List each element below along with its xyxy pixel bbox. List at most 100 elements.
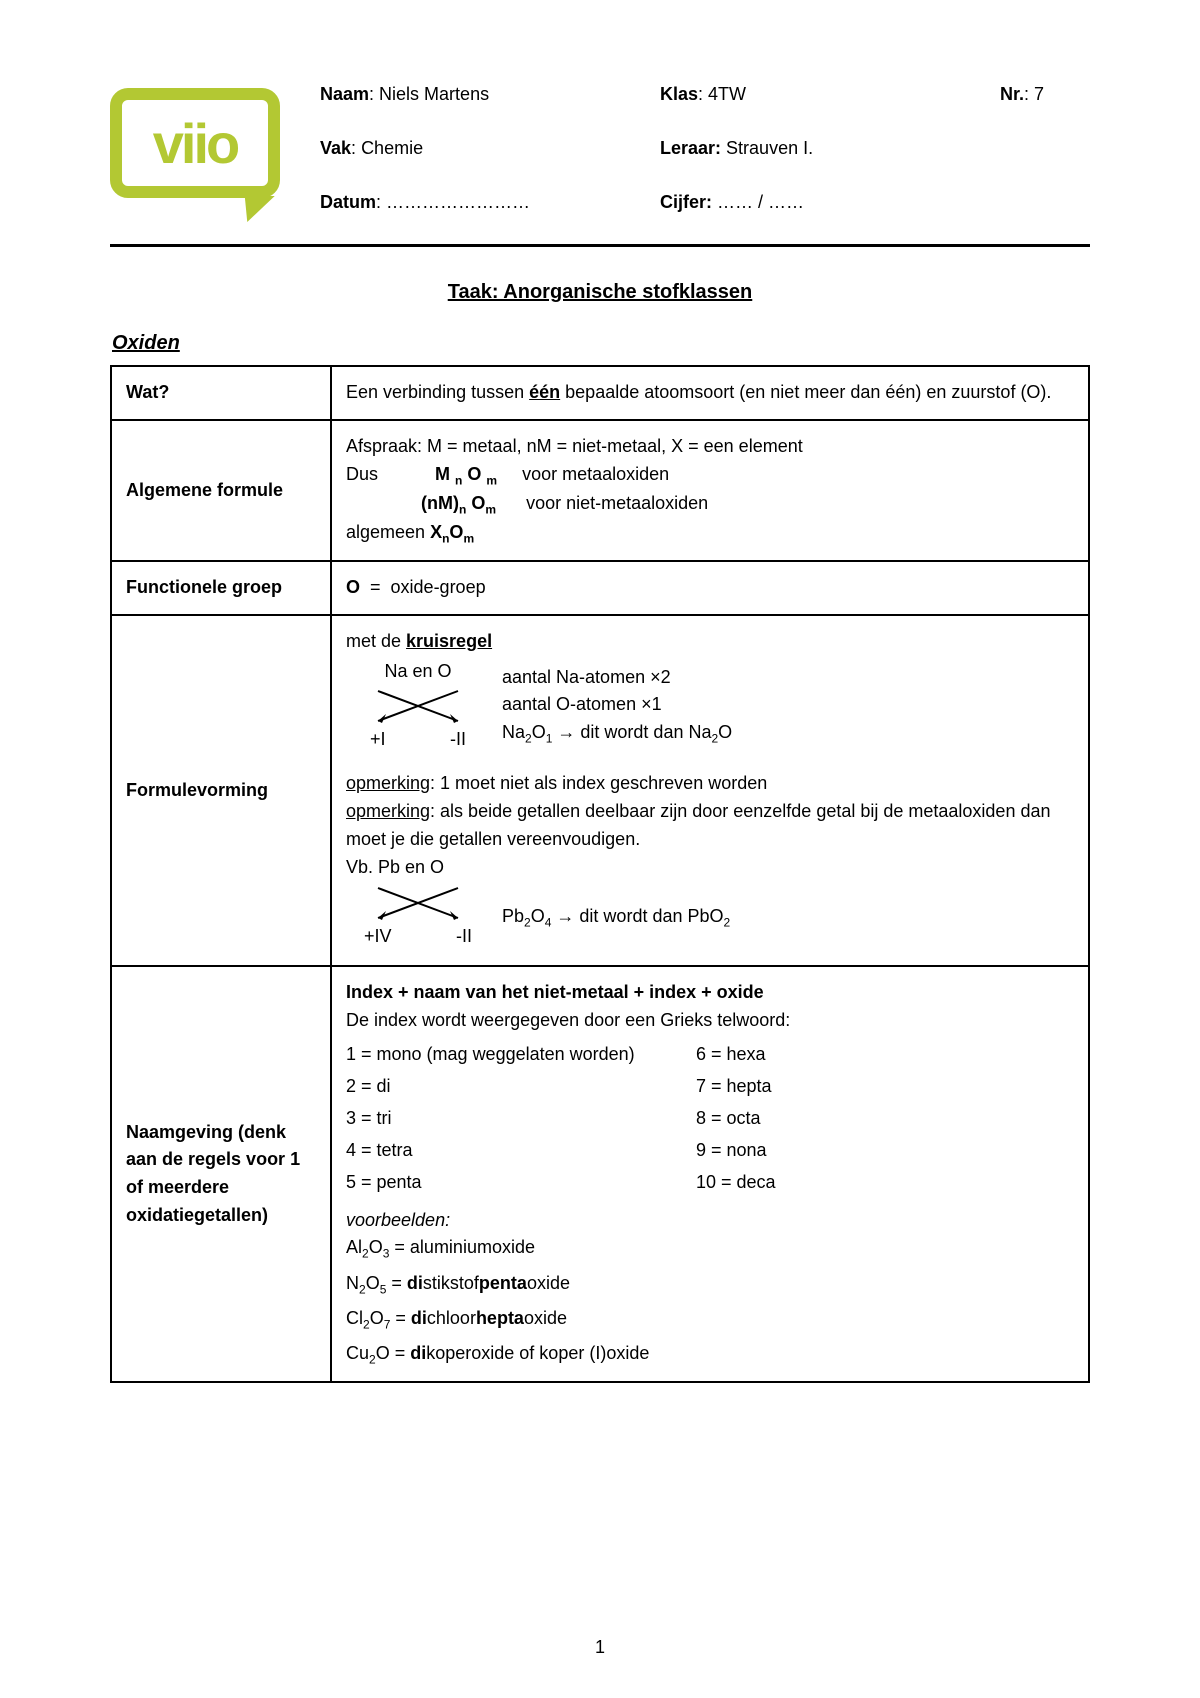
page-header: viio Naam: Niels Martens Klas: 4TW Nr.: … <box>110 80 1090 247</box>
worksheet-page: viio Naam: Niels Martens Klas: 4TW Nr.: … <box>0 0 1200 1698</box>
header-fields: Naam: Niels Martens Klas: 4TW Nr.: 7 Vak… <box>320 80 1090 234</box>
formule-line4: algemeen XnOm <box>346 519 1074 548</box>
value-nr: 7 <box>1034 84 1044 104</box>
d1-left: +I <box>370 726 386 754</box>
cross-diagram-2: +IV -II Pb2O4 → dit wordt dan PbO2 <box>346 881 1074 953</box>
f4a: algemeen <box>346 522 430 542</box>
formule-line1: Afspraak: M = metaal, nM = niet-metaal, … <box>346 433 1074 461</box>
greek-10: 10 = deca <box>696 1169 896 1197</box>
label-algemene-formule: Algemene formule <box>111 420 331 561</box>
greek-7: 7 = hepta <box>696 1073 896 1101</box>
f4c: O <box>449 522 463 542</box>
fvorm-vb: Vb. Pb en O <box>346 854 1074 882</box>
opm2-l: opmerking <box>346 801 430 821</box>
label-klas: Klas <box>660 84 698 104</box>
cross-diagram-1: Na en O +I -II aantal Na <box>346 656 1074 756</box>
e3b1: di <box>411 1308 427 1328</box>
value-klas: 4TW <box>708 84 746 104</box>
formule-line2: Dus M n O m voor metaaloxiden <box>346 461 1074 490</box>
naam-head: Index + naam van het niet-metaal + index… <box>346 982 764 1002</box>
value-datum: …………………… <box>386 192 530 212</box>
d1-right: -II <box>450 726 466 754</box>
example-1: Al2O3 = aluminiumoxide <box>346 1234 1074 1263</box>
d1-r3: Na2O1 → dit wordt dan Na2O <box>502 719 732 748</box>
fv-intro-pre: met de <box>346 631 406 651</box>
e3p: = <box>390 1308 411 1328</box>
d2ra: Pb <box>502 906 524 926</box>
label-cijfer: Cijfer: <box>660 192 712 212</box>
opm2-t: : als beide getallen deelbaar zijn door … <box>346 801 1050 849</box>
content-functionele-groep: O = oxide-groep <box>331 561 1089 615</box>
field-cijfer: Cijfer: …… / …… <box>660 192 980 234</box>
value-vak: Chemie <box>361 138 423 158</box>
e4a: Cu <box>346 1343 369 1363</box>
f2b: M <box>435 464 455 484</box>
cross-icon <box>358 686 478 726</box>
e4b1: di <box>410 1343 426 1363</box>
label-naam: Naam <box>320 84 369 104</box>
value-leraar: Strauven I. <box>726 138 813 158</box>
greek-grid: 1 = mono (mag weggelaten worden) 6 = hex… <box>346 1041 1074 1196</box>
e4po: koperoxide of koper (I)oxide <box>426 1343 649 1363</box>
greek-4: 4 = tetra <box>346 1137 666 1165</box>
e2po: oxide <box>527 1273 570 1293</box>
wat-pre: Een verbinding tussen <box>346 382 529 402</box>
section-heading: Oxiden <box>112 332 1090 355</box>
row-naamgeving: Naamgeving (denk aan de regels voor 1 of… <box>111 966 1089 1382</box>
e2m: stikstof <box>423 1273 479 1293</box>
row-algemene-formule: Algemene formule Afspraak: M = metaal, n… <box>111 420 1089 561</box>
label-leraar: Leraar: <box>660 138 721 158</box>
e2a: N <box>346 1273 359 1293</box>
e3m: chloor <box>427 1308 476 1328</box>
label-nr: Nr. <box>1000 84 1024 104</box>
d2-right: -II <box>456 923 472 951</box>
e2p: = <box>386 1273 407 1293</box>
voorbeelden-label: voorbeelden: <box>346 1207 1074 1235</box>
logo-bubble: viio <box>110 88 280 198</box>
wat-post: bepaalde atoomsoort (en niet meer dan éé… <box>560 382 1051 402</box>
logo-text: viio <box>153 111 237 176</box>
example-4: Cu2O = dikoperoxide of koper (I)oxide <box>346 1340 1074 1369</box>
label-datum: Datum <box>320 192 376 212</box>
formule-line3: (nM)n Om voor niet-metaaloxiden <box>346 490 1074 519</box>
definitions-table: Wat? Een verbinding tussen één bepaalde … <box>110 365 1090 1383</box>
greek-2: 2 = di <box>346 1073 666 1101</box>
content-naamgeving: Index + naam van het niet-metaal + index… <box>331 966 1089 1382</box>
page-title: Taak: Anorganische stofklassen <box>110 281 1090 304</box>
value-naam: Niels Martens <box>379 84 489 104</box>
d2rb: O <box>531 906 545 926</box>
greek-9: 9 = nona <box>696 1137 896 1165</box>
e1a: Al <box>346 1237 362 1257</box>
fvorm-opm2: opmerking: als beide getallen deelbaar z… <box>346 798 1074 854</box>
label-formulevorming: Formulevorming <box>111 615 331 966</box>
e3po: oxide <box>524 1308 567 1328</box>
field-leraar: Leraar: Strauven I. <box>660 138 980 180</box>
d1r3d: O <box>718 722 732 742</box>
greek-5: 5 = penta <box>346 1169 666 1197</box>
f3c: voor niet-metaaloxiden <box>526 493 708 513</box>
example-2: N2O5 = distikstofpentaoxide <box>346 1270 1074 1299</box>
f3a: (nM) <box>421 493 459 513</box>
e4p: = <box>390 1343 411 1363</box>
label-vak: Vak <box>320 138 351 158</box>
e3a: Cl <box>346 1308 363 1328</box>
f2c: O <box>467 464 486 484</box>
fv-intro-em: kruisregel <box>406 631 492 651</box>
logo: viio <box>110 80 300 220</box>
examples: Al2O3 = aluminiumoxide N2O5 = distikstof… <box>346 1234 1074 1369</box>
content-formulevorming: met de kruisregel Na en O +I - <box>331 615 1089 966</box>
d2-bottom: +IV -II <box>358 923 478 951</box>
d1r3a: Na <box>502 722 525 742</box>
e3b: O <box>370 1308 384 1328</box>
opm1-l: opmerking <box>346 773 430 793</box>
greek-1: 1 = mono (mag weggelaten worden) <box>346 1041 666 1069</box>
f3b: O <box>471 493 485 513</box>
d1-top: Na en O <box>358 658 478 686</box>
f2a: Dus <box>346 464 378 484</box>
field-klas: Klas: 4TW <box>660 84 980 126</box>
f2d: voor metaaloxiden <box>522 464 669 484</box>
opm1-t: : 1 moet niet als index geschreven worde… <box>430 773 767 793</box>
naam-sub: De index wordt weergegeven door een Grie… <box>346 1007 1074 1035</box>
label-wat: Wat? <box>111 366 331 420</box>
fvorm-opm1: opmerking: 1 moet niet als index geschre… <box>346 770 1074 798</box>
